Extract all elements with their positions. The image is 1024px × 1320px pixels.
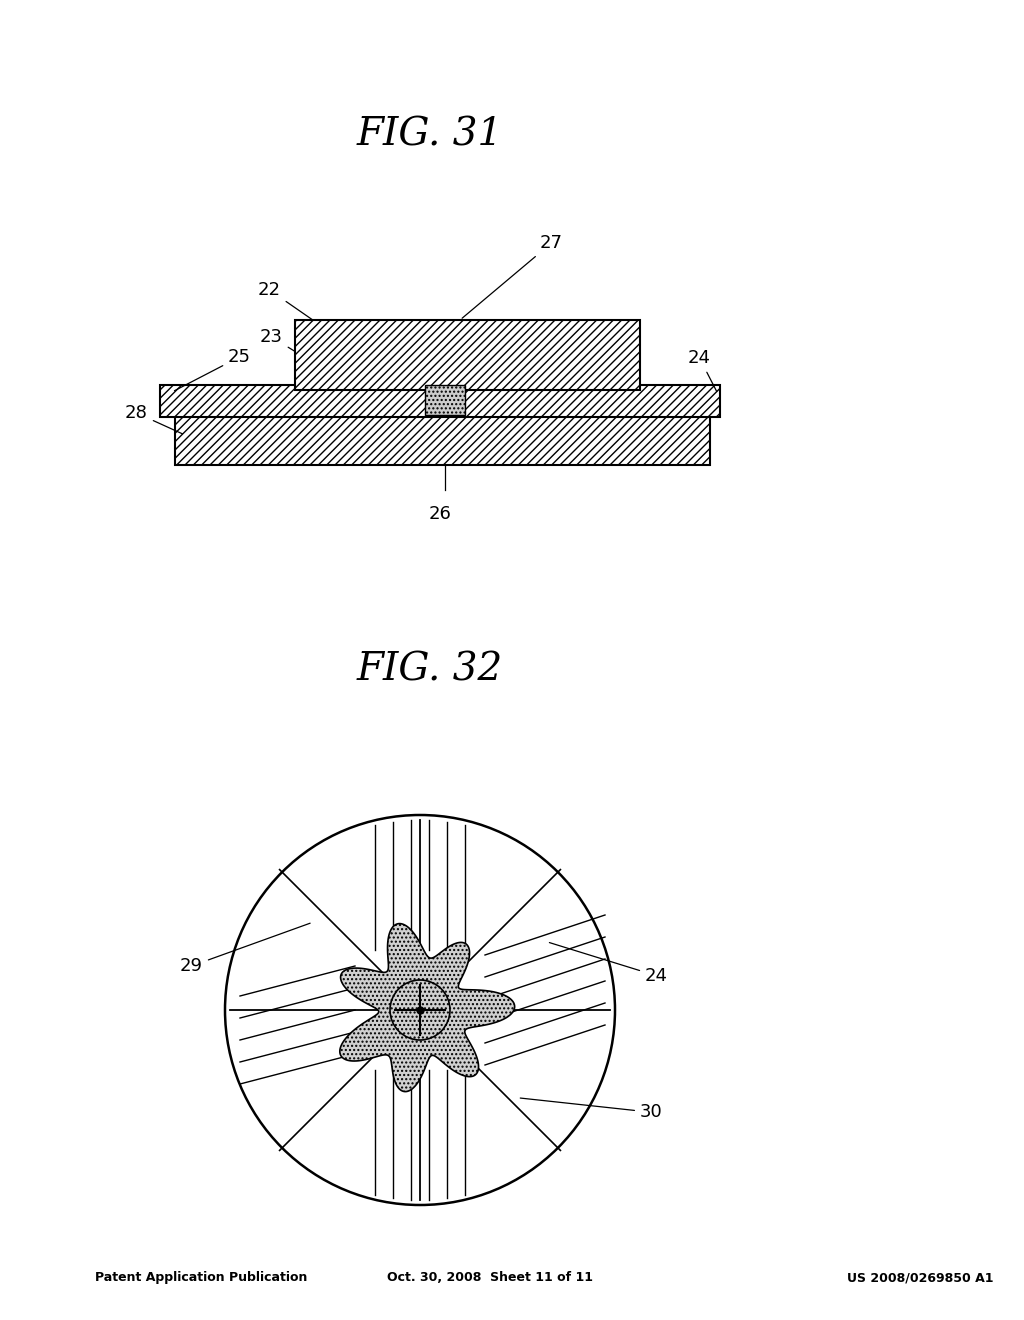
Polygon shape	[340, 924, 515, 1092]
Text: Oct. 30, 2008  Sheet 11 of 11: Oct. 30, 2008 Sheet 11 of 11	[387, 1271, 593, 1284]
Text: 23: 23	[260, 327, 319, 367]
Circle shape	[225, 814, 615, 1205]
Text: 29: 29	[180, 923, 310, 975]
Text: 24: 24	[550, 942, 668, 985]
Text: 24: 24	[688, 348, 717, 392]
Text: FIG. 31: FIG. 31	[357, 116, 503, 153]
Bar	[175, 414, 710, 465]
Text: 22: 22	[258, 281, 317, 323]
Bar	[425, 385, 465, 414]
Text: 30: 30	[520, 1098, 663, 1121]
Text: FIG. 32: FIG. 32	[357, 652, 503, 689]
Text: 26: 26	[429, 506, 452, 523]
Text: 27: 27	[462, 234, 563, 318]
Circle shape	[390, 979, 450, 1040]
Bar	[295, 319, 640, 389]
Text: 25: 25	[174, 348, 251, 391]
Text: 28: 28	[125, 404, 182, 434]
Bar	[160, 385, 720, 417]
Text: US 2008/0269850 A1: US 2008/0269850 A1	[847, 1271, 993, 1284]
Text: Patent Application Publication: Patent Application Publication	[95, 1271, 307, 1284]
